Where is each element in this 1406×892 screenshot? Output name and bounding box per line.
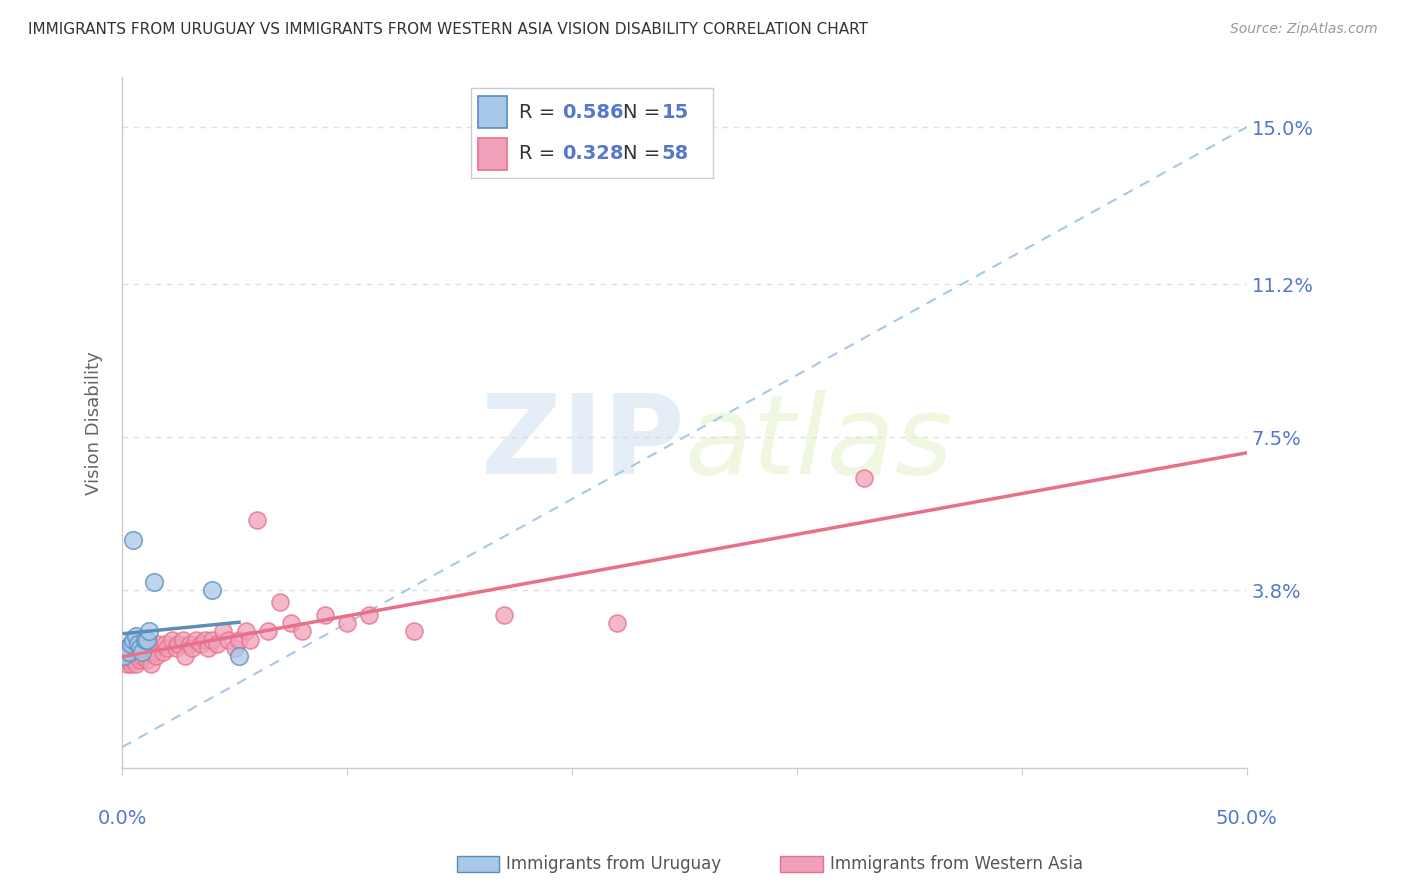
Point <box>135 632 157 647</box>
Point <box>142 645 165 659</box>
Point <box>120 637 142 651</box>
Point <box>122 653 145 667</box>
Y-axis label: Vision Disability: Vision Disability <box>86 351 103 494</box>
Point <box>404 624 426 639</box>
Point <box>174 649 197 664</box>
Point <box>190 637 212 651</box>
Point <box>124 640 146 655</box>
Point <box>194 632 217 647</box>
Text: 50.0%: 50.0% <box>1216 809 1278 828</box>
Point <box>129 640 152 655</box>
Point <box>145 649 167 664</box>
Text: Immigrants from Uruguay: Immigrants from Uruguay <box>506 855 721 873</box>
Point <box>122 632 145 647</box>
Point <box>124 628 146 642</box>
Point <box>494 607 516 622</box>
Point <box>138 624 160 639</box>
Point <box>314 607 336 622</box>
Point <box>127 637 149 651</box>
Point <box>172 632 194 647</box>
Point <box>115 657 138 672</box>
Text: atlas: atlas <box>685 390 953 497</box>
Text: Immigrants from Western Asia: Immigrants from Western Asia <box>830 855 1083 873</box>
Point <box>359 607 381 622</box>
Point <box>122 533 145 548</box>
Point <box>228 632 250 647</box>
Point <box>179 637 201 651</box>
Point <box>131 649 153 664</box>
Point <box>112 653 135 667</box>
Point <box>115 649 138 664</box>
Point <box>186 632 208 647</box>
Point <box>257 624 280 639</box>
Point <box>212 624 235 639</box>
Point <box>135 653 157 667</box>
Point <box>205 637 228 651</box>
Point <box>853 471 876 485</box>
Point <box>201 582 224 597</box>
Point <box>197 640 219 655</box>
Point <box>167 637 190 651</box>
Point <box>112 645 135 659</box>
Point <box>180 640 202 655</box>
Point <box>280 616 302 631</box>
Point <box>127 640 149 655</box>
Point <box>134 632 156 647</box>
Point <box>134 640 156 655</box>
Point <box>156 640 179 655</box>
Text: IMMIGRANTS FROM URUGUAY VS IMMIGRANTS FROM WESTERN ASIA VISION DISABILITY CORREL: IMMIGRANTS FROM URUGUAY VS IMMIGRANTS FR… <box>28 22 868 37</box>
Point <box>336 616 359 631</box>
Point <box>141 657 163 672</box>
Point <box>142 574 165 589</box>
Point <box>235 624 257 639</box>
Point <box>201 632 224 647</box>
Point <box>124 657 146 672</box>
Point <box>269 595 291 609</box>
Point <box>239 632 262 647</box>
Point <box>120 657 142 672</box>
Point <box>115 640 138 655</box>
Point <box>138 645 160 659</box>
Point <box>112 649 135 664</box>
Point <box>228 649 250 664</box>
Point <box>118 640 141 655</box>
Point <box>224 640 246 655</box>
Text: 0.0%: 0.0% <box>97 809 146 828</box>
Point <box>246 513 269 527</box>
Point <box>127 649 149 664</box>
Point <box>291 624 314 639</box>
Point <box>606 616 628 631</box>
Point <box>129 645 152 659</box>
Text: Source: ZipAtlas.com: Source: ZipAtlas.com <box>1230 22 1378 37</box>
Point <box>129 653 152 667</box>
Point <box>122 645 145 659</box>
Text: ZIP: ZIP <box>481 390 685 497</box>
Point <box>120 649 142 664</box>
Point <box>131 645 153 659</box>
Point <box>118 645 141 659</box>
Point <box>152 645 174 659</box>
Point <box>118 653 141 667</box>
Point <box>217 632 239 647</box>
Point <box>160 632 183 647</box>
Point <box>165 640 187 655</box>
Point <box>153 637 176 651</box>
Point <box>146 637 169 651</box>
